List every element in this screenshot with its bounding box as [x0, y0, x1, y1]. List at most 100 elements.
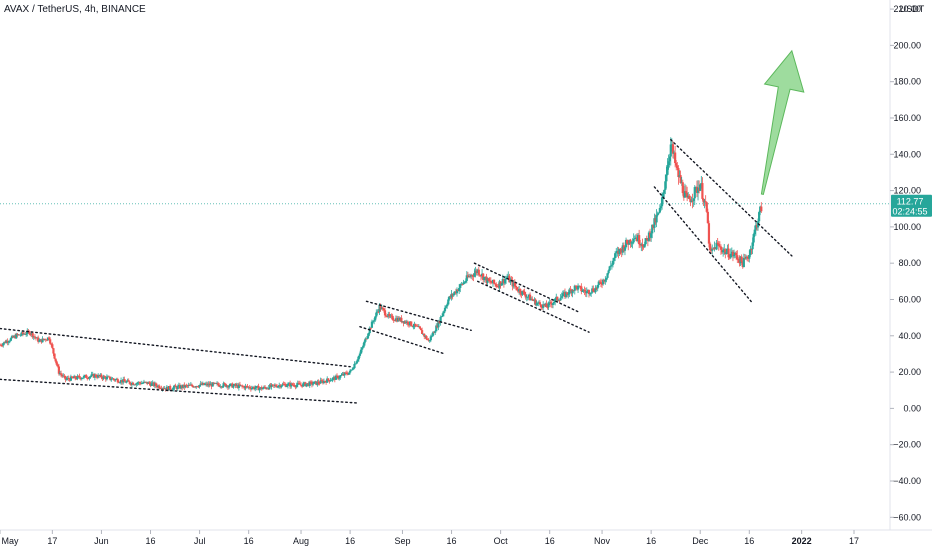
candle-body	[692, 198, 695, 201]
candle-body	[742, 257, 745, 268]
candle-body	[169, 386, 172, 390]
candle-body	[535, 303, 538, 306]
candle-body	[573, 285, 576, 291]
candle-body	[198, 385, 201, 387]
candle-body	[221, 386, 224, 388]
candle-body	[448, 296, 451, 300]
candle-body	[388, 313, 391, 317]
candle-body	[337, 375, 340, 379]
candle-body	[56, 364, 59, 367]
candle-body	[558, 300, 561, 302]
candle-body	[482, 273, 485, 281]
trend-line	[653, 186, 754, 304]
candle-body	[229, 383, 232, 387]
candle-body	[270, 384, 273, 387]
candle-body	[611, 260, 615, 265]
candle-body	[702, 198, 705, 203]
candle-body	[293, 385, 296, 387]
candle-body	[658, 207, 661, 213]
candle-body	[629, 239, 632, 244]
candle-body	[500, 283, 503, 286]
candle-body	[434, 331, 437, 333]
candle-body	[358, 353, 362, 356]
candle-body	[21, 332, 25, 334]
candle-body	[366, 336, 369, 339]
candle-body	[749, 249, 752, 256]
candle-body	[461, 283, 464, 285]
candle-body	[450, 293, 453, 298]
candle-body	[329, 380, 332, 382]
candle-body	[487, 278, 490, 281]
candle-body	[523, 291, 526, 295]
candle-body	[650, 233, 653, 238]
candle-body	[428, 340, 431, 342]
candle-body	[669, 144, 672, 157]
candle-body	[604, 280, 607, 282]
y-tick-label: 40.00	[898, 331, 921, 341]
candle-body	[334, 375, 338, 380]
candle-body	[261, 388, 264, 390]
candle-body	[102, 376, 105, 379]
candle-body	[135, 383, 138, 385]
y-tick-label: 220.00	[893, 4, 921, 14]
candle-body	[154, 383, 158, 386]
candle-body	[531, 298, 534, 300]
candle-body	[343, 372, 346, 376]
x-tick-label: 16	[345, 536, 355, 546]
candle-body	[416, 325, 419, 327]
candle-body	[369, 327, 372, 329]
candle-body	[112, 378, 115, 380]
candle-body	[211, 382, 214, 387]
candle-body	[688, 195, 691, 199]
candle-body	[656, 213, 659, 216]
candle-body	[576, 286, 580, 290]
candle-body	[547, 302, 550, 308]
candle-body	[386, 316, 389, 318]
candle-body	[459, 284, 462, 288]
candle-body	[514, 285, 517, 288]
candle-body	[585, 291, 588, 294]
candle-body	[429, 336, 432, 341]
candle-body	[47, 337, 51, 340]
candle-body	[412, 326, 415, 328]
candle-body	[94, 374, 98, 377]
candle-body	[736, 255, 739, 260]
candle-body	[38, 340, 41, 342]
candle-body	[148, 382, 151, 384]
x-tick-label: 17	[47, 536, 57, 546]
candle-body	[377, 311, 380, 313]
candle-body	[227, 386, 231, 388]
candle-body	[354, 363, 357, 365]
candle-body	[503, 279, 507, 284]
candle-body	[70, 376, 74, 378]
candle-body	[608, 266, 611, 271]
trend-line	[0, 327, 351, 368]
candle-body	[382, 308, 386, 311]
x-tick-label: 16	[744, 536, 754, 546]
candle-body	[452, 293, 455, 296]
candle-body	[355, 361, 358, 364]
x-tick-label: 16	[447, 536, 457, 546]
candle-body	[224, 383, 227, 387]
candle-body	[712, 248, 715, 250]
candle-body	[704, 201, 707, 203]
candle-body	[419, 328, 423, 331]
candle-body	[131, 382, 135, 385]
candle-body	[477, 269, 480, 275]
last-price-tag	[891, 194, 932, 217]
candle-body	[381, 307, 384, 309]
candle-body	[441, 313, 444, 317]
y-tick-label: 80.00	[898, 258, 921, 268]
candle-body	[735, 252, 738, 256]
candle-body	[588, 293, 592, 295]
candle-body	[587, 290, 591, 295]
candle-body	[268, 385, 271, 390]
candle-body	[19, 334, 22, 336]
candle-body	[442, 311, 446, 314]
candle-body	[158, 385, 161, 389]
y-tick-label: 160.00	[893, 113, 921, 123]
candle-body	[458, 287, 461, 292]
y-tick-label: 200.00	[893, 40, 921, 50]
x-tick-label: 2022	[792, 536, 812, 546]
